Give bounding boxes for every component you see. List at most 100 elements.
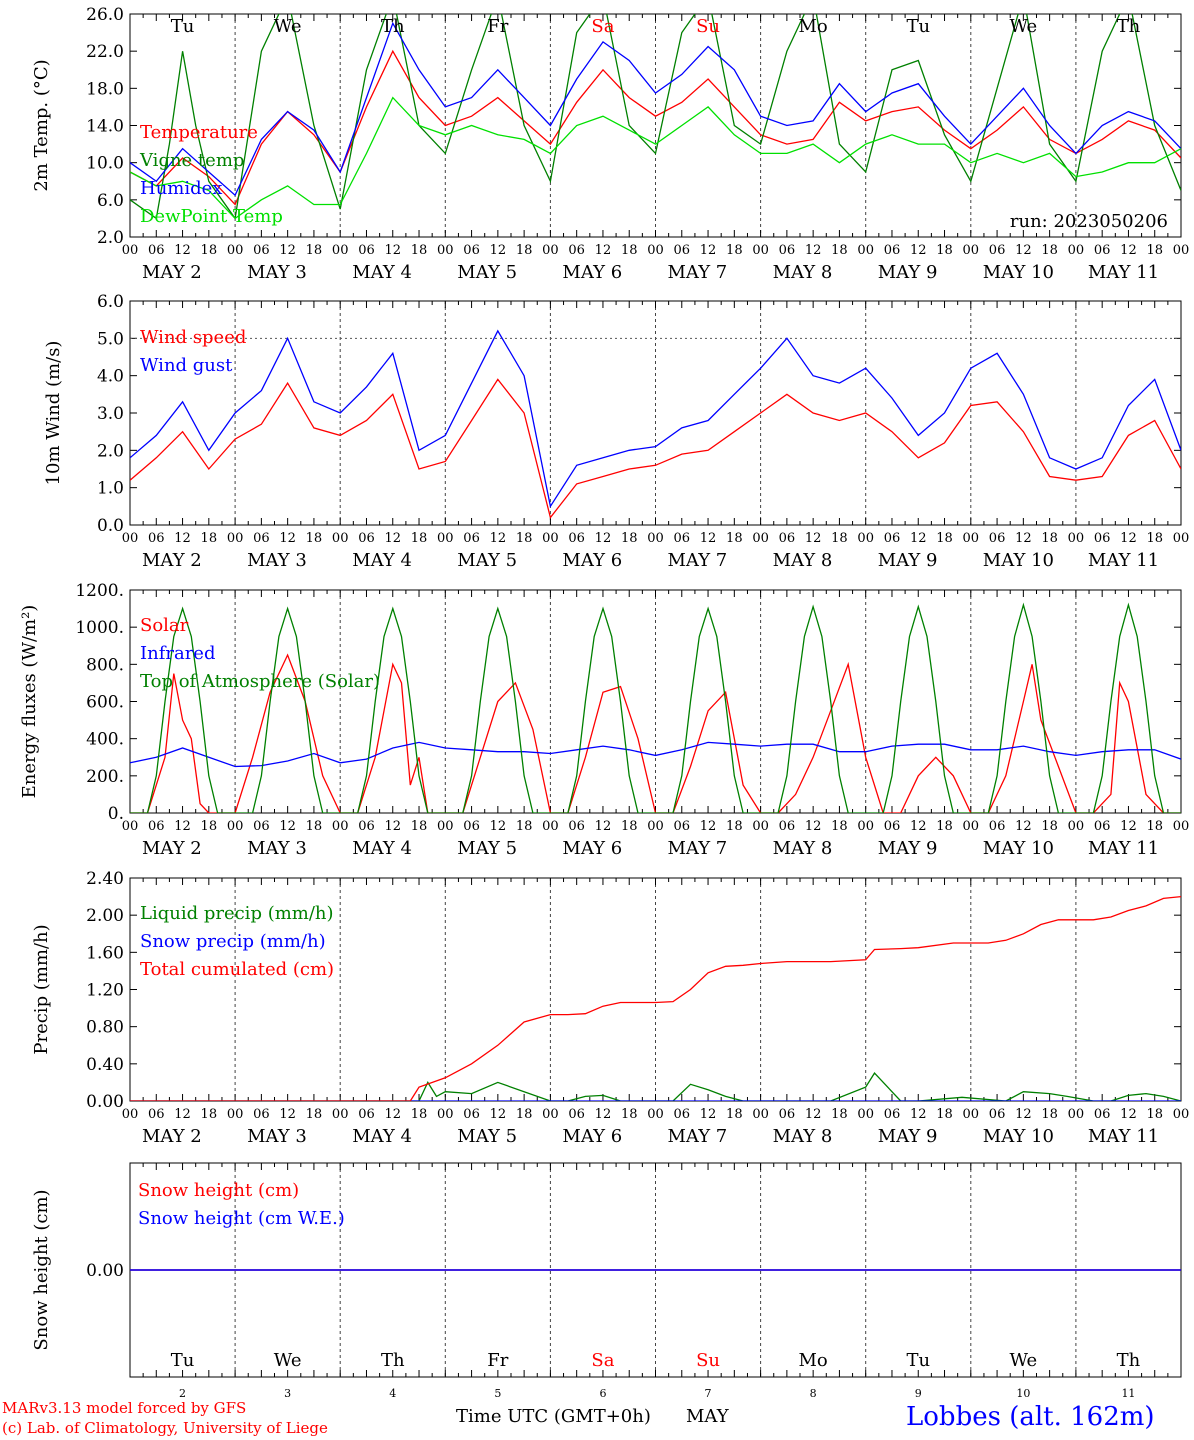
station-label: Lobbes (alt. 162m) <box>906 1402 1155 1432</box>
panel-4-hour-label: 18 <box>201 1107 218 1122</box>
panel-4-hour-label: 06 <box>674 1107 691 1122</box>
panel-2-hour-label: 00 <box>752 531 769 546</box>
panel-3-hour-label: 06 <box>253 819 270 834</box>
day-label-bottom: Su <box>696 1350 720 1371</box>
panel-1-legend-entry: DewPoint Temp <box>140 206 283 227</box>
panel-1-hour-label: 18 <box>201 243 218 258</box>
panel-3-hour-label: 06 <box>148 819 165 834</box>
panel-3-hour-label: 12 <box>490 819 507 834</box>
panel-4-hour-label: 12 <box>595 1107 612 1122</box>
day-label-bottom: We <box>1010 1350 1038 1371</box>
day-label-bottom: Tu <box>171 1350 195 1371</box>
panel-1-hour-label: 18 <box>516 243 533 258</box>
panel-5-y-axis-label: Snow height (cm) <box>31 1189 52 1350</box>
panel-3-hour-label: 00 <box>437 819 454 834</box>
panel-1-hour-label: 00 <box>1068 243 1085 258</box>
panel-3-hour-label: 00 <box>332 819 349 834</box>
panel-4-y-tick-label: 1.20 <box>86 981 124 1001</box>
panel-2-hour-label: 00 <box>1068 531 1085 546</box>
day-number: 8 <box>810 1387 817 1400</box>
panel-3-hour-label: 18 <box>936 819 953 834</box>
panel-2-hour-label: 12 <box>595 531 612 546</box>
panel-2-hour-label: 12 <box>1120 531 1137 546</box>
panel-3-legend-entry: Infrared <box>140 643 215 664</box>
day-number: 3 <box>284 1387 291 1400</box>
panel-3-date-label: MAY 5 <box>457 838 517 859</box>
panel-4-hour-label: 00 <box>1068 1107 1085 1122</box>
panel-1-hour-label: 00 <box>332 243 349 258</box>
panel-4-legend-entry: Liquid precip (mm/h) <box>140 903 334 924</box>
panel-4-hour-label: 06 <box>989 1107 1006 1122</box>
panel-1-hour-label: 06 <box>674 243 691 258</box>
panel-4-hour-label: 06 <box>568 1107 585 1122</box>
day-label-bottom: Fr <box>487 1350 508 1371</box>
panel-2-hour-label: 00 <box>1173 531 1190 546</box>
day-label-top: Fr <box>487 16 508 37</box>
copyright-credit: (c) Lab. of Climatology, University of L… <box>2 1419 328 1437</box>
panel-4-hour-label: 12 <box>700 1107 717 1122</box>
panel-1-hour-label: 00 <box>963 243 980 258</box>
panel-3-series-3-line <box>130 602 1181 813</box>
panel-2-hour-label: 12 <box>1015 531 1032 546</box>
panel-4-hour-label: 00 <box>122 1107 139 1122</box>
panel-4-hour-label: 12 <box>174 1107 191 1122</box>
panel-1-date-label: MAY 10 <box>983 262 1054 283</box>
panel-3-legend-entry: Top of Atmosphere (Solar) <box>140 671 380 692</box>
panel-3-hour-label: 12 <box>595 819 612 834</box>
panel-4-date-label: MAY 8 <box>773 1126 833 1147</box>
panel-3-y-tick-label: 1200. <box>75 581 124 601</box>
panel-2-hour-label: 06 <box>463 531 480 546</box>
panel-4-hour-label: 00 <box>857 1107 874 1122</box>
panel-4-hour-label: 06 <box>463 1107 480 1122</box>
panel-3-hour-label: 00 <box>227 819 244 834</box>
panel-3-y-tick-label: 1000. <box>75 618 124 638</box>
panel-3-hour-label: 00 <box>857 819 874 834</box>
panel-2-hour-label: 12 <box>384 531 401 546</box>
panel-1-y-tick-label: 6.0 <box>97 191 124 211</box>
panel-1-hour-label: 12 <box>805 243 822 258</box>
panel-1-date-label: MAY 7 <box>668 262 728 283</box>
month-label: MAY <box>686 1406 729 1427</box>
panel-1-date-label: MAY 2 <box>142 262 202 283</box>
panel-2-hour-label: 00 <box>647 531 664 546</box>
panel-2-series-2-line <box>130 329 1181 509</box>
panel-3-hour-label: 00 <box>963 819 980 834</box>
panel-4-hour-label: 06 <box>358 1107 375 1122</box>
panel-1-hour-label: 18 <box>411 243 428 258</box>
panel-4-y-axis-label: Precip (mm/h) <box>31 924 52 1054</box>
panel-1-y-axis-label: 2m Temp. (°C) <box>31 59 52 191</box>
panel-2-date-label: MAY 2 <box>142 550 202 571</box>
day-number: 10 <box>1016 1387 1030 1400</box>
panel-3-hour-label: 06 <box>779 819 796 834</box>
panel-1-hour-label: 00 <box>1173 243 1190 258</box>
panel-3-hour-label: 18 <box>726 819 743 834</box>
panel-1-hour-label: 00 <box>857 243 874 258</box>
panel-3-hour-label: 00 <box>752 819 769 834</box>
panel-1-date-label: MAY 8 <box>773 262 833 283</box>
day-label-bottom: We <box>274 1350 302 1371</box>
panel-5-legend-entry: Snow height (cm W.E.) <box>138 1208 345 1229</box>
panel-3-hour-label: 18 <box>621 819 638 834</box>
panel-3-hour-label: 12 <box>279 819 296 834</box>
panel-1-hour-label: 00 <box>122 243 139 258</box>
panel-3-hour-label: 12 <box>700 819 717 834</box>
panel-1-hour-label: 18 <box>306 243 323 258</box>
panel-1-hour-label: 00 <box>752 243 769 258</box>
panel-2-hour-label: 18 <box>411 531 428 546</box>
panel-3-hour-label: 12 <box>174 819 191 834</box>
panel-2-hour-label: 00 <box>227 531 244 546</box>
panel-2-hour-label: 18 <box>936 531 953 546</box>
panel-1-hour-label: 18 <box>936 243 953 258</box>
panel-3-hour-label: 12 <box>384 819 401 834</box>
panel-2-hour-label: 12 <box>700 531 717 546</box>
panel-4-legend-entry: Total cumulated (cm) <box>140 959 334 980</box>
day-label-top: Tu <box>171 16 195 37</box>
panel-1-hour-label: 06 <box>148 243 165 258</box>
panel-4-date-label: MAY 10 <box>983 1126 1054 1147</box>
panel-1-hour-label: 12 <box>490 243 507 258</box>
panel-4-hour-label: 18 <box>831 1107 848 1122</box>
panel-3-date-label: MAY 2 <box>142 838 202 859</box>
panel-3-hour-label: 18 <box>1041 819 1058 834</box>
panel-3-hour-label: 06 <box>884 819 901 834</box>
